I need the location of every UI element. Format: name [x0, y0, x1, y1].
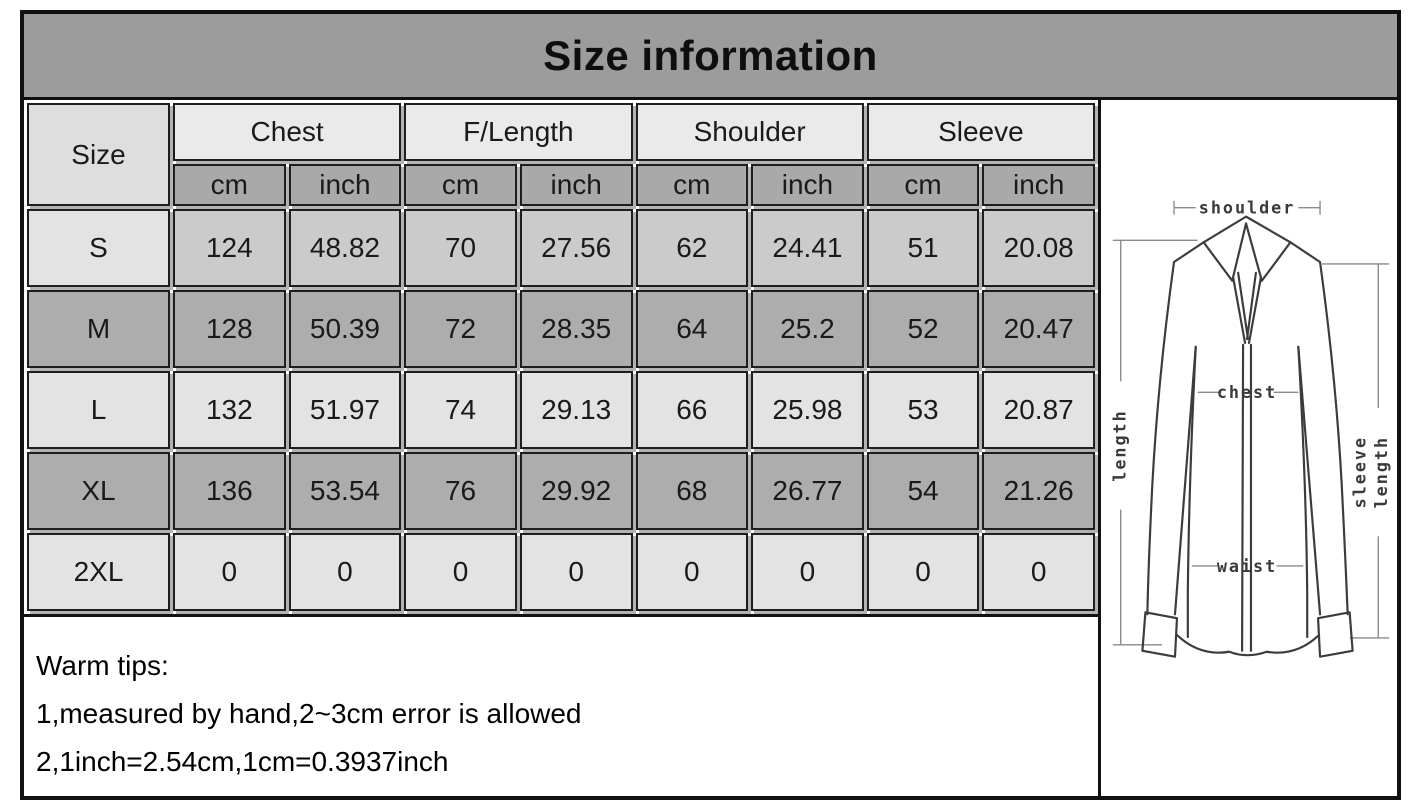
- cell-value: 29.92: [519, 452, 633, 530]
- content: Size Chest F/Length Shoulder Sleeve cm i…: [24, 100, 1397, 796]
- shirt-diagram-panel: shoulder chest waist length sleeve lengt…: [1098, 100, 1397, 796]
- cell-value: 64: [635, 290, 749, 368]
- cell-value: 128: [173, 290, 286, 368]
- column-header-flength: F/Length: [404, 103, 633, 161]
- cell-value: 20.47: [982, 290, 1095, 368]
- column-header-chest: Chest: [173, 103, 402, 161]
- cell-value: 0: [866, 533, 980, 611]
- cell-value: 26.77: [751, 452, 864, 530]
- size-label: L: [27, 371, 170, 449]
- cell-value: 51.97: [288, 371, 402, 449]
- table-row-m: M 128 50.39 72 28.35 64 25.2 52 20.47: [27, 290, 1095, 368]
- size-label: 2XL: [27, 533, 170, 611]
- column-header-sleeve: Sleeve: [866, 103, 1095, 161]
- table-row-xl: XL 136 53.54 76 29.92 68 26.77 54 21.26: [27, 452, 1095, 530]
- cell-value: 0: [404, 533, 517, 611]
- cell-value: 124: [173, 209, 286, 287]
- title-bar: Size information: [24, 14, 1397, 100]
- sleeve-length-label-2: length: [1371, 436, 1391, 508]
- unit-flength-inch: inch: [519, 164, 633, 206]
- unit-flength-cm: cm: [404, 164, 517, 206]
- cell-value: 0: [982, 533, 1095, 611]
- cell-value: 76: [404, 452, 517, 530]
- size-chart-panel: Size information Size Chest F/Length Sh: [20, 10, 1401, 800]
- table-row-l: L 132 51.97 74 29.13 66 25.98 53 20.87: [27, 371, 1095, 449]
- cell-value: 25.98: [751, 371, 864, 449]
- cell-value: 48.82: [288, 209, 402, 287]
- unit-header-row: cm inch cm inch cm inch cm inch: [27, 164, 1095, 206]
- cell-value: 0: [173, 533, 286, 611]
- cell-value: 24.41: [751, 209, 864, 287]
- shoulder-label: shoulder: [1199, 198, 1296, 218]
- cell-value: 29.13: [519, 371, 633, 449]
- cell-value: 0: [751, 533, 864, 611]
- column-header-size: Size: [27, 103, 170, 206]
- cell-value: 20.87: [982, 371, 1095, 449]
- warm-tips-line-2: 2,1inch=2.54cm,1cm=0.3937inch: [36, 746, 449, 777]
- unit-sleeve-inch: inch: [982, 164, 1095, 206]
- cell-value: 62: [635, 209, 749, 287]
- page-title: Size information: [543, 31, 878, 79]
- unit-shoulder-inch: inch: [751, 164, 864, 206]
- warm-tips-line-1: 1,measured by hand,2~3cm error is allowe…: [36, 698, 582, 729]
- table-area: Size Chest F/Length Shoulder Sleeve cm i…: [24, 100, 1098, 796]
- cell-value: 25.2: [751, 290, 864, 368]
- size-label: S: [27, 209, 170, 287]
- size-table: Size Chest F/Length Shoulder Sleeve cm i…: [24, 100, 1098, 614]
- cell-value: 20.08: [982, 209, 1095, 287]
- size-label: XL: [27, 452, 170, 530]
- unit-shoulder-cm: cm: [635, 164, 749, 206]
- cell-value: 54: [866, 452, 980, 530]
- column-header-shoulder: Shoulder: [635, 103, 864, 161]
- cell-value: 51: [866, 209, 980, 287]
- cell-value: 132: [173, 371, 286, 449]
- cell-value: 0: [635, 533, 749, 611]
- table-row-s: S 124 48.82 70 27.56 62 24.41 51 20.08: [27, 209, 1095, 287]
- size-label: M: [27, 290, 170, 368]
- cell-value: 50.39: [288, 290, 402, 368]
- cell-value: 66: [635, 371, 749, 449]
- unit-sleeve-cm: cm: [866, 164, 980, 206]
- unit-chest-inch: inch: [288, 164, 402, 206]
- sleeve-length-label-1: sleeve: [1349, 436, 1369, 508]
- unit-chest-cm: cm: [173, 164, 286, 206]
- cell-value: 72: [404, 290, 517, 368]
- cell-value: 52: [866, 290, 980, 368]
- cell-value: 68: [635, 452, 749, 530]
- cell-value: 70: [404, 209, 517, 287]
- cell-value: 53: [866, 371, 980, 449]
- waist-label: waist: [1217, 556, 1277, 576]
- shirt-diagram: shoulder chest waist length sleeve lengt…: [1110, 198, 1391, 658]
- cell-value: 0: [519, 533, 633, 611]
- warm-tips-heading: Warm tips:: [36, 650, 169, 681]
- cell-value: 53.54: [288, 452, 402, 530]
- cell-value: 74: [404, 371, 517, 449]
- cell-value: 27.56: [519, 209, 633, 287]
- cell-value: 21.26: [982, 452, 1095, 530]
- cell-value: 0: [288, 533, 402, 611]
- cell-value: 28.35: [519, 290, 633, 368]
- chest-label: chest: [1217, 382, 1277, 402]
- cell-value: 136: [173, 452, 286, 530]
- warm-tips: Warm tips: 1,measured by hand,2~3cm erro…: [24, 614, 1098, 796]
- length-label: length: [1110, 409, 1130, 481]
- table-row-2xl: 2XL 0 0 0 0 0 0 0 0: [27, 533, 1095, 611]
- group-header-row: Size Chest F/Length Shoulder Sleeve: [27, 103, 1095, 206]
